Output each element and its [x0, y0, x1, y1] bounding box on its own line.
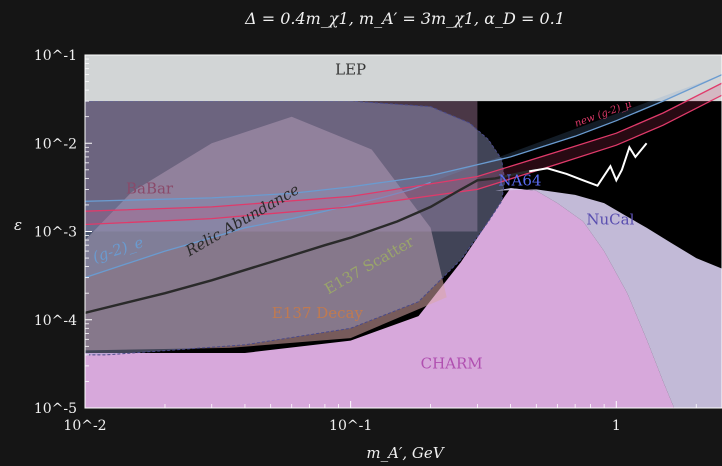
band-g-2-e — [85, 74, 722, 278]
chart-title: Δ = 0.4m_χ1, m_A′ = 3m_χ1, α_D = 0.1 — [244, 9, 565, 28]
label-babar: BaBar — [126, 179, 174, 197]
label-nucal: NuCal — [586, 211, 634, 229]
y-tick-label: 10^-3 — [34, 225, 77, 241]
region-lep — [85, 55, 722, 102]
region-nucal — [495, 188, 722, 408]
region-e137-scatter — [85, 100, 506, 356]
y-tick-label: 10^-1 — [34, 48, 77, 64]
x-tick-label: 10^-2 — [63, 418, 106, 434]
band-new-g-2 — [85, 83, 722, 225]
y-tick-label: 10^-2 — [34, 136, 77, 152]
label-e137-decay: E137 Decay — [272, 304, 364, 322]
line-relic-abundance — [85, 168, 537, 314]
x-tick-label: 10^-1 — [329, 418, 372, 434]
axes-layer: 10^-2 10^-1 1 10^-5 10^-4 10^-3 10^-2 10^-1 — [34, 48, 722, 434]
x-axis-label: m_A′, GeV — [366, 444, 445, 462]
y-tick-label: 10^-5 — [34, 401, 77, 417]
label-charm: CHARM — [421, 355, 483, 373]
line-g-2-e-lower — [85, 181, 431, 279]
region-e137-decay — [85, 116, 447, 351]
line-new-g-2-upper — [85, 82, 722, 212]
line-new-g-2-lower — [85, 94, 722, 226]
series-layer — [85, 74, 722, 314]
regions-layer — [85, 55, 722, 408]
line-na64-bound — [529, 142, 648, 187]
label-lep: LEP — [335, 61, 366, 79]
region-charm — [85, 188, 675, 408]
x-tick-label: 1 — [612, 418, 621, 434]
y-tick-label: 10^-4 — [34, 313, 77, 329]
line-g-2-e-upper — [85, 74, 722, 202]
annotation-na64: NA64 — [498, 172, 541, 190]
y-axis-label: ε — [14, 216, 22, 234]
